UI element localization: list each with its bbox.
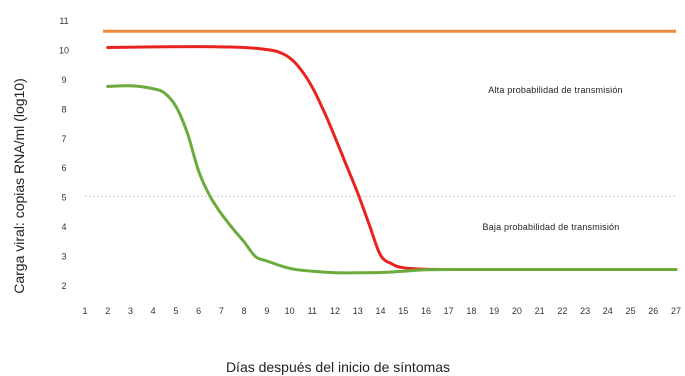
x-tick-label: 18 bbox=[466, 306, 476, 316]
x-tick-label: 13 bbox=[353, 306, 363, 316]
y-tick-label: 7 bbox=[61, 134, 66, 144]
y-tick-label: 10 bbox=[59, 45, 69, 55]
y-tick-label: 2 bbox=[61, 281, 66, 291]
x-tick-label: 19 bbox=[489, 306, 499, 316]
x-tick-label: 10 bbox=[285, 306, 295, 316]
y-tick-label: 9 bbox=[61, 75, 66, 85]
x-tick-label: 12 bbox=[330, 306, 340, 316]
x-tick-label: 17 bbox=[444, 306, 454, 316]
series-lines bbox=[106, 45, 678, 275]
x-tick-label: 16 bbox=[421, 306, 431, 316]
x-tick-label: 20 bbox=[512, 306, 522, 316]
x-axis-label: Días después del inicio de síntomas bbox=[226, 359, 450, 375]
y-tick-label: 3 bbox=[61, 252, 66, 262]
y-tick-label: 5 bbox=[61, 193, 66, 203]
x-tick-label: 2 bbox=[105, 306, 110, 316]
x-tick-label: 6 bbox=[196, 306, 201, 316]
x-tick-label: 23 bbox=[580, 306, 590, 316]
red-series-line bbox=[106, 45, 678, 272]
x-tick-label: 11 bbox=[308, 306, 317, 316]
y-tick-label: 4 bbox=[61, 222, 66, 232]
x-tick-label: 1 bbox=[82, 306, 87, 316]
y-tick-label: 8 bbox=[61, 104, 66, 114]
x-tick-label: 21 bbox=[535, 306, 545, 316]
reference-lines bbox=[85, 29, 676, 197]
annotation-label: Baja probabilidad de transmisión bbox=[482, 222, 619, 232]
y-tick-labels: 2 3 4 5 6 7 8 9 10 11 bbox=[59, 16, 69, 291]
x-tick-label: 7 bbox=[219, 306, 224, 316]
x-tick-label: 27 bbox=[671, 306, 681, 316]
x-tick-label: 9 bbox=[264, 306, 269, 316]
x-tick-label: 8 bbox=[242, 306, 247, 316]
y-tick-label: 11 bbox=[59, 16, 68, 26]
y-tick-label: 6 bbox=[61, 163, 66, 173]
y-axis-label: Carga viral: copias RNA/ml (log10) bbox=[11, 78, 27, 294]
green-series-line bbox=[106, 84, 678, 275]
x-tick-labels: 1 2 3 4 5 6 7 8 9 10 11 12 13 14 15 16 17 18 19 20 21 22 23 24 2… bbox=[82, 306, 681, 316]
x-tick-label: 22 bbox=[557, 306, 567, 316]
x-tick-label: 26 bbox=[648, 306, 658, 316]
x-tick-label: 5 bbox=[173, 306, 178, 316]
x-tick-label: 15 bbox=[398, 306, 408, 316]
annotation-label: Alta probabilidad de transmisión bbox=[488, 85, 622, 95]
annotations: Alta probabilidad de transmisión Baja pro… bbox=[482, 85, 622, 232]
x-tick-label: 25 bbox=[626, 306, 636, 316]
x-tick-label: 14 bbox=[375, 306, 385, 316]
x-tick-label: 4 bbox=[151, 306, 156, 316]
x-tick-label: 24 bbox=[603, 306, 613, 316]
x-tick-label: 3 bbox=[128, 306, 133, 316]
